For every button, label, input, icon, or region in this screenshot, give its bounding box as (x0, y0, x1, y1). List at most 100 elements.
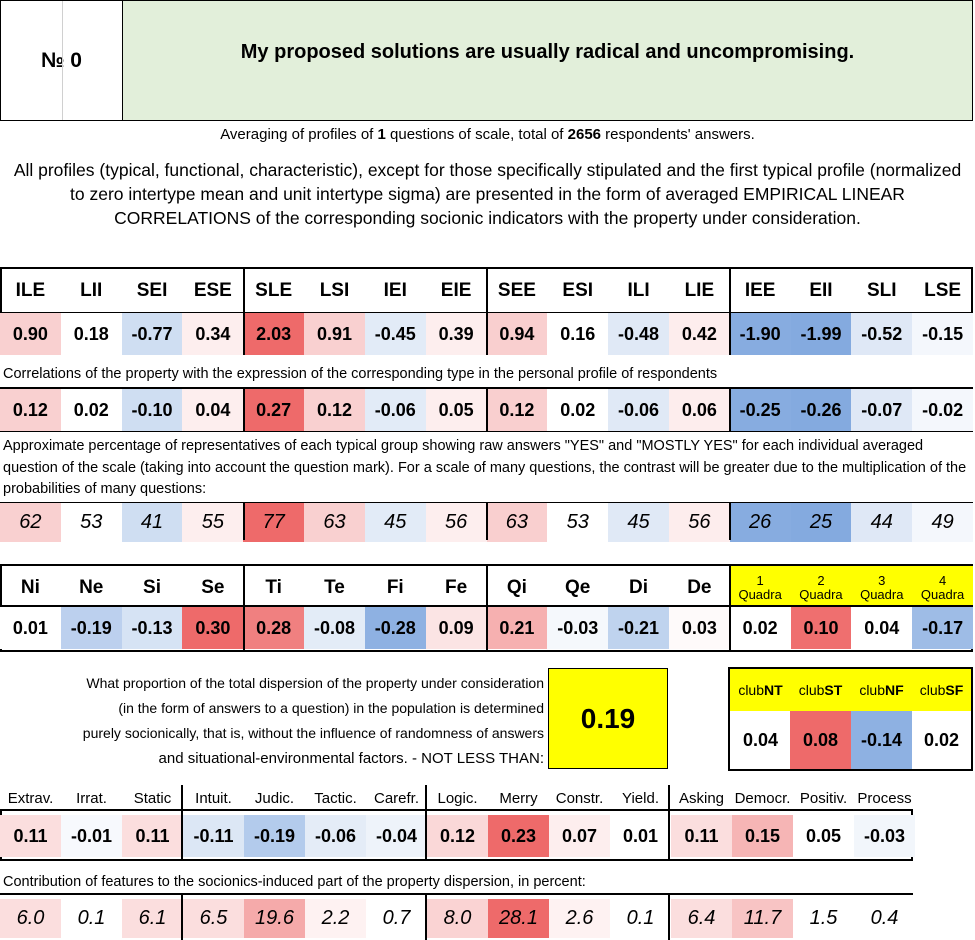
function-value-8: 0.21 (486, 607, 548, 649)
function-label-10: Di (629, 577, 649, 598)
type-value-2: -0.77 (121, 313, 183, 355)
question-number-cell: № 0 (0, 0, 122, 121)
club-value-nf: -0.14 (851, 711, 912, 769)
percentage-values-row: 62 53 41 55 77 63 45 56 63 53 45 56 26 25 44 49 (0, 503, 973, 542)
trait-label-6: Carefr. (373, 789, 419, 807)
function-value-14: 0.04 (851, 607, 913, 649)
trait-label-0: Extrav. (7, 789, 54, 807)
function-value-7: 0.09 (425, 607, 487, 649)
function-value-6: -0.28 (364, 607, 426, 649)
type-value-9: 0.16 (547, 313, 609, 355)
trait-value-13: 0.05 (793, 815, 854, 857)
function-value-5: -0.08 (304, 607, 365, 649)
trait-label-3: Intuit. (195, 789, 232, 807)
contribution-value-5: 2.2 (305, 899, 366, 938)
percentage-value-8: 63 (486, 503, 548, 542)
type-label-10: ILI (627, 280, 650, 301)
type-value-7: 0.39 (425, 313, 487, 355)
trait-value-10: 0.01 (610, 815, 671, 857)
correlation-value-11: 0.06 (668, 389, 730, 431)
percentage-value-11: 56 (668, 503, 730, 542)
contribution-value-7: 8.0 (427, 899, 488, 938)
contribution-value-6: 0.7 (366, 899, 427, 938)
trait-value-8: 0.23 (488, 815, 549, 857)
trait-value-0: 0.11 (0, 815, 61, 857)
correlation-value-4: 0.27 (243, 389, 305, 431)
function-value-9: -0.03 (547, 607, 609, 649)
quadra-label-1: 1 Quadra (729, 566, 791, 610)
contribution-value-0: 6.0 (0, 899, 61, 938)
type-label-3: ESE (193, 280, 232, 301)
type-label-0: ILE (15, 280, 46, 301)
function-value-1: -0.19 (60, 607, 122, 649)
function-label-3: Se (201, 577, 225, 598)
percentage-note: Approximate percentage of representative… (3, 438, 967, 497)
function-label-4: Ti (265, 577, 282, 598)
type-value-0: 0.90 (0, 313, 61, 355)
contribution-note: Contribution of features to the socionic… (3, 874, 586, 890)
questions-count: 1 (377, 126, 386, 143)
trait-value-6: -0.04 (366, 815, 427, 857)
type-value-14: -0.52 (851, 313, 913, 355)
function-label-2: Si (143, 577, 161, 598)
clubs-block-border (728, 667, 973, 771)
trait-label-7: Logic. (437, 789, 478, 807)
correlation-value-10: -0.06 (608, 389, 669, 431)
type-label-6: IEI (383, 280, 407, 301)
function-label-5: Te (324, 577, 345, 598)
type-value-4: 2.03 (243, 313, 305, 355)
function-label-6: Fi (386, 577, 404, 598)
club-value-sf: 0.02 (912, 711, 971, 769)
trait-label-13: Positiv. (799, 789, 848, 807)
function-value-4: 0.28 (243, 607, 305, 649)
percentage-value-14: 44 (851, 503, 913, 542)
type-value-11: 0.42 (668, 313, 730, 355)
percentage-value-4: 77 (243, 503, 305, 542)
contribution-value-12: 11.7 (732, 899, 793, 938)
correlation-value-8: 0.12 (486, 389, 548, 431)
trait-value-2: 0.11 (122, 815, 183, 857)
trait-label-14: Process (857, 789, 912, 807)
question-number: 0 (70, 48, 82, 72)
club-value-st: 0.08 (790, 711, 851, 769)
type-label-4: SLE (255, 280, 293, 301)
club-label-nf: club NF (851, 669, 912, 711)
type-values-row: 0.90 0.18 -0.77 0.34 2.03 0.91 -0.45 0.39 0.94 0.… (0, 313, 973, 355)
trait-label-10: Yield. (622, 789, 659, 807)
number-label: № (41, 48, 65, 72)
type-value-6: -0.45 (364, 313, 426, 355)
contribution-value-8: 28.1 (488, 899, 549, 938)
type-label-5: LSI (319, 280, 350, 301)
function-value-2: -0.13 (121, 607, 183, 649)
quadra-label-3: 3 Quadra (851, 566, 913, 610)
trait-value-4: -0.19 (244, 815, 305, 857)
trait-values-row: 0.11 -0.01 0.11 -0.11 -0.19 -0.06 -0.04 0.12 0.2… (0, 815, 973, 857)
contribution-value-13: 1.5 (793, 899, 854, 938)
percentage-value-9: 53 (547, 503, 609, 542)
club-label-nt: club NT (730, 669, 791, 711)
function-labels-row: Ni Ne Si Se Ti Te Fi Fe Qi Qe Di De 1 Quadra 2 Quadra 3 Q… (0, 566, 973, 610)
percentage-value-1: 53 (60, 503, 122, 542)
club-value-nt: 0.04 (730, 711, 791, 769)
trait-value-14: -0.03 (854, 815, 915, 857)
dispersion-text: What proportion of the total dispersion … (82, 675, 544, 767)
correlation-value-2: -0.10 (121, 389, 183, 431)
contribution-value-9: 2.6 (549, 899, 610, 938)
type-label-13: EII (809, 280, 833, 301)
type-value-12: -1.90 (729, 313, 791, 355)
trait-label-4: Judic. (254, 789, 295, 807)
correlation-values-row: 0.12 0.02 -0.10 0.04 0.27 0.12 -0.06 0.05 0.12 0.… (0, 389, 973, 431)
trait-label-11: Asking (678, 789, 725, 807)
type-labels-row: ILE LII SEI ESE SLE LSI IEI EIE SEE ESI ILI LIE IEE E… (0, 269, 973, 313)
type-label-11: LIE (684, 280, 715, 301)
type-label-14: SLI (867, 280, 897, 301)
trait-value-12: 0.15 (732, 815, 793, 857)
trait-value-5: -0.06 (305, 815, 366, 857)
trait-value-7: 0.12 (427, 815, 488, 857)
correlation-value-12: -0.25 (729, 389, 791, 431)
type-label-2: SEI (136, 280, 168, 301)
function-label-11: De (687, 577, 712, 598)
correlation-value-5: 0.12 (304, 389, 365, 431)
function-values-row: 0.01 -0.19 -0.13 0.30 0.28 -0.08 -0.28 0.09 0.21… (0, 607, 973, 649)
trait-label-1: Irrat. (76, 789, 107, 807)
